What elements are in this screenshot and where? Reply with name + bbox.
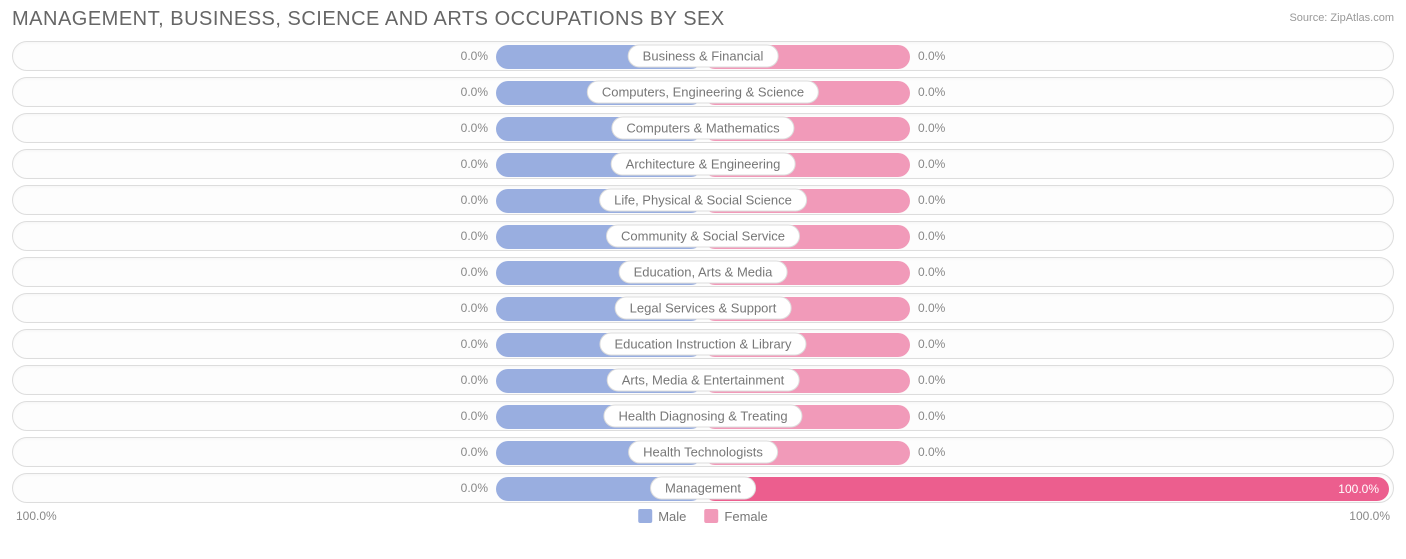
male-value-label: 0.0% xyxy=(461,49,488,63)
category-pill: Health Diagnosing & Treating xyxy=(603,405,802,428)
female-half: 0.0% xyxy=(703,258,1393,286)
category-pill: Arts, Media & Entertainment xyxy=(607,369,800,392)
male-value-label: 0.0% xyxy=(461,265,488,279)
category-pill: Legal Services & Support xyxy=(615,297,792,320)
male-half: 0.0% xyxy=(13,366,703,394)
bar-row: 0.0% 100.0% Management xyxy=(12,473,1394,503)
female-value-label: 0.0% xyxy=(918,85,945,99)
category-pill: Education Instruction & Library xyxy=(599,333,806,356)
category-pill: Architecture & Engineering xyxy=(611,153,796,176)
source-prefix: Source: xyxy=(1289,12,1330,24)
male-half: 0.0% xyxy=(13,114,703,142)
legend-swatch-male xyxy=(638,509,652,523)
male-value-label: 0.0% xyxy=(461,121,488,135)
female-value-label: 0.0% xyxy=(918,121,945,135)
female-value-label: 0.0% xyxy=(918,373,945,387)
axis-left-label: 100.0% xyxy=(16,509,57,523)
female-half: 0.0% xyxy=(703,402,1393,430)
male-half: 0.0% xyxy=(13,222,703,250)
bar-row: 0.0% 0.0% Education Instruction & Library xyxy=(12,329,1394,359)
male-half: 0.0% xyxy=(13,258,703,286)
category-pill: Health Technologists xyxy=(628,441,778,464)
bar-row: 0.0% 0.0% Architecture & Engineering xyxy=(12,149,1394,179)
female-half: 0.0% xyxy=(703,366,1393,394)
female-value-label: 0.0% xyxy=(918,229,945,243)
female-half: 100.0% xyxy=(703,474,1393,502)
female-value-label: 0.0% xyxy=(918,445,945,459)
legend-label-male: Male xyxy=(658,509,686,524)
source-name: ZipAtlas.com xyxy=(1330,12,1394,24)
legend-label-female: Female xyxy=(724,509,767,524)
male-half: 0.0% xyxy=(13,42,703,70)
female-value-label: 0.0% xyxy=(918,193,945,207)
bar-row: 0.0% 0.0% Community & Social Service xyxy=(12,221,1394,251)
male-value-label: 0.0% xyxy=(461,373,488,387)
female-half: 0.0% xyxy=(703,438,1393,466)
female-value-label: 0.0% xyxy=(918,409,945,423)
male-value-label: 0.0% xyxy=(461,301,488,315)
legend-item-male: Male xyxy=(638,509,686,524)
legend: Male Female xyxy=(638,509,768,524)
female-value-label: 0.0% xyxy=(918,157,945,171)
axis-right-label: 100.0% xyxy=(1349,509,1390,523)
female-value-label: 0.0% xyxy=(918,265,945,279)
male-half: 0.0% xyxy=(13,150,703,178)
female-half: 0.0% xyxy=(703,222,1393,250)
bar-row: 0.0% 0.0% Computers & Mathematics xyxy=(12,113,1394,143)
bar-row: 0.0% 0.0% Life, Physical & Social Science xyxy=(12,185,1394,215)
category-pill: Management xyxy=(650,477,756,500)
legend-item-female: Female xyxy=(704,509,767,524)
male-value-label: 0.0% xyxy=(461,409,488,423)
female-half: 0.0% xyxy=(703,294,1393,322)
category-pill: Business & Financial xyxy=(628,45,779,68)
category-pill: Community & Social Service xyxy=(606,225,800,248)
female-half: 0.0% xyxy=(703,114,1393,142)
female-value-label: 100.0% xyxy=(1338,482,1379,496)
bar-row: 0.0% 0.0% Computers, Engineering & Science xyxy=(12,77,1394,107)
male-half: 0.0% xyxy=(13,294,703,322)
axis-row: 100.0% Male Female 100.0% xyxy=(12,509,1394,523)
rows-area: 0.0% 0.0% Business & Financial 0.0% 0.0% Comp… xyxy=(12,41,1394,503)
header-row: MANAGEMENT, BUSINESS, SCIENCE AND ARTS O… xyxy=(12,8,1394,31)
bar-row: 0.0% 0.0% Arts, Media & Entertainment xyxy=(12,365,1394,395)
female-value-label: 0.0% xyxy=(918,49,945,63)
legend-swatch-female xyxy=(704,509,718,523)
female-value-label: 0.0% xyxy=(918,337,945,351)
bar-row: 0.0% 0.0% Education, Arts & Media xyxy=(12,257,1394,287)
male-half: 0.0% xyxy=(13,438,703,466)
male-value-label: 0.0% xyxy=(461,337,488,351)
female-half: 0.0% xyxy=(703,42,1393,70)
male-value-label: 0.0% xyxy=(461,229,488,243)
category-pill: Computers & Mathematics xyxy=(611,117,794,140)
category-pill: Computers, Engineering & Science xyxy=(587,81,819,104)
bar-row: 0.0% 0.0% Health Technologists xyxy=(12,437,1394,467)
male-value-label: 0.0% xyxy=(461,193,488,207)
source-attribution: Source: ZipAtlas.com xyxy=(1289,12,1394,24)
male-value-label: 0.0% xyxy=(461,157,488,171)
female-bar: 100.0% xyxy=(703,477,1389,501)
female-half: 0.0% xyxy=(703,330,1393,358)
female-value-label: 0.0% xyxy=(918,301,945,315)
male-half: 0.0% xyxy=(13,402,703,430)
category-pill: Life, Physical & Social Science xyxy=(599,189,807,212)
category-pill: Education, Arts & Media xyxy=(619,261,788,284)
chart-title: MANAGEMENT, BUSINESS, SCIENCE AND ARTS O… xyxy=(12,8,725,31)
bar-row: 0.0% 0.0% Health Diagnosing & Treating xyxy=(12,401,1394,431)
chart-container: MANAGEMENT, BUSINESS, SCIENCE AND ARTS O… xyxy=(0,0,1406,559)
male-value-label: 0.0% xyxy=(461,445,488,459)
male-value-label: 0.0% xyxy=(461,481,488,495)
male-half: 0.0% xyxy=(13,474,703,502)
male-value-label: 0.0% xyxy=(461,85,488,99)
female-half: 0.0% xyxy=(703,150,1393,178)
bar-row: 0.0% 0.0% Business & Financial xyxy=(12,41,1394,71)
bar-row: 0.0% 0.0% Legal Services & Support xyxy=(12,293,1394,323)
